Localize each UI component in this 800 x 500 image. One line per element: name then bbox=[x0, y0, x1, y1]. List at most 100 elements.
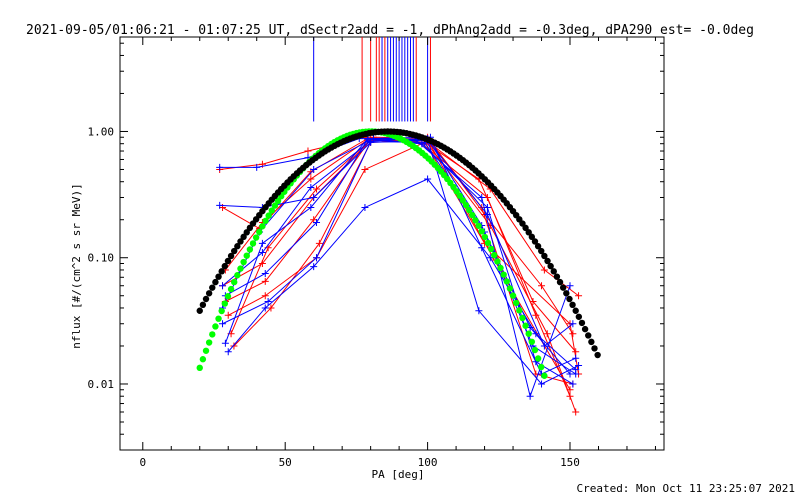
model-point bbox=[243, 229, 250, 236]
x-tick-label: 100 bbox=[418, 456, 438, 469]
model-point bbox=[453, 188, 460, 195]
data-point bbox=[538, 380, 546, 388]
data-point bbox=[261, 269, 269, 277]
model-point bbox=[209, 284, 216, 291]
model-point bbox=[516, 307, 523, 314]
data-point bbox=[219, 320, 227, 328]
model-point bbox=[243, 252, 250, 259]
model-point bbox=[252, 234, 260, 241]
x-tick-label: 50 bbox=[279, 456, 292, 469]
model-point bbox=[256, 228, 263, 236]
model-point bbox=[494, 258, 501, 265]
data-point bbox=[304, 147, 312, 155]
data-point bbox=[418, 140, 426, 148]
model-point bbox=[525, 330, 532, 337]
data-point bbox=[566, 386, 574, 394]
model-point bbox=[487, 245, 495, 253]
model-point bbox=[566, 295, 573, 303]
data-point bbox=[315, 239, 323, 247]
data-point bbox=[216, 201, 224, 209]
model-point bbox=[512, 299, 520, 307]
model-point bbox=[550, 268, 557, 275]
model-point bbox=[481, 233, 489, 241]
model-point bbox=[563, 290, 570, 297]
model-point bbox=[215, 273, 222, 280]
model-point bbox=[274, 197, 282, 205]
data-point bbox=[307, 175, 315, 183]
model-point bbox=[221, 262, 229, 270]
y-axis-label: nflux [#/(cm^2 s sr MeV)] bbox=[70, 183, 83, 349]
model-point bbox=[538, 363, 545, 371]
model-point bbox=[541, 372, 548, 379]
data-point bbox=[219, 282, 227, 290]
model-point bbox=[478, 228, 485, 235]
model-point bbox=[221, 300, 229, 307]
series-blue bbox=[224, 175, 580, 374]
data-point bbox=[361, 165, 369, 173]
series-line bbox=[227, 178, 577, 370]
model-point bbox=[231, 278, 238, 286]
series-red bbox=[227, 133, 577, 388]
model-point bbox=[259, 223, 266, 230]
model-point bbox=[202, 347, 210, 354]
model-point bbox=[491, 251, 498, 259]
model-point bbox=[240, 258, 247, 266]
data-point bbox=[526, 392, 534, 400]
y-tick-label: 1.00 bbox=[88, 125, 115, 138]
data-point bbox=[307, 203, 315, 211]
model-point bbox=[553, 273, 561, 280]
data-point bbox=[367, 138, 375, 146]
model-point bbox=[459, 197, 467, 204]
model-curve-black bbox=[196, 128, 601, 359]
data-point bbox=[475, 307, 483, 315]
model-point bbox=[528, 233, 536, 241]
series-line bbox=[225, 138, 574, 385]
model-point bbox=[522, 224, 529, 232]
model-point bbox=[585, 332, 592, 339]
chart-title: 2021-09-05/01:06:21 - 01:07:25 UT, dSect… bbox=[26, 23, 754, 38]
data-point bbox=[483, 203, 491, 211]
series-line bbox=[222, 136, 576, 375]
data-point bbox=[307, 183, 315, 191]
data-point bbox=[572, 366, 580, 374]
model-point bbox=[578, 319, 586, 327]
model-point bbox=[215, 315, 222, 322]
model-point bbox=[469, 211, 476, 219]
model-point bbox=[588, 338, 595, 346]
data-point bbox=[569, 330, 577, 338]
data-point bbox=[538, 282, 546, 290]
model-point bbox=[572, 307, 579, 314]
series-red bbox=[219, 136, 580, 416]
data-point bbox=[224, 348, 232, 356]
model-point bbox=[268, 207, 276, 214]
model-point bbox=[528, 338, 536, 345]
model-point bbox=[559, 284, 567, 291]
created-timestamp: Created: Mon Oct 11 23:25:07 2021 bbox=[576, 482, 795, 495]
data-point bbox=[566, 282, 574, 290]
model-point bbox=[224, 257, 232, 265]
model-point bbox=[522, 322, 529, 329]
x-axis-label: PA [deg] bbox=[372, 468, 425, 481]
data-point bbox=[310, 193, 318, 201]
data-point bbox=[575, 292, 583, 300]
model-point bbox=[271, 202, 279, 209]
model-point bbox=[209, 331, 216, 338]
x-tick-label: 0 bbox=[139, 456, 146, 469]
model-point bbox=[500, 271, 507, 278]
model-point bbox=[519, 314, 526, 322]
model-point bbox=[497, 264, 504, 272]
y-tick-label: 0.10 bbox=[88, 252, 115, 265]
series-line bbox=[222, 141, 571, 375]
model-point bbox=[544, 257, 551, 265]
model-point bbox=[212, 323, 219, 330]
data-point bbox=[566, 370, 574, 378]
data-point bbox=[261, 292, 269, 300]
data-point bbox=[258, 239, 266, 247]
model-point bbox=[534, 243, 542, 250]
model-point bbox=[196, 364, 203, 372]
data-point bbox=[221, 339, 229, 347]
model-point bbox=[202, 295, 210, 303]
model-point bbox=[538, 247, 545, 255]
data-point bbox=[310, 165, 318, 173]
